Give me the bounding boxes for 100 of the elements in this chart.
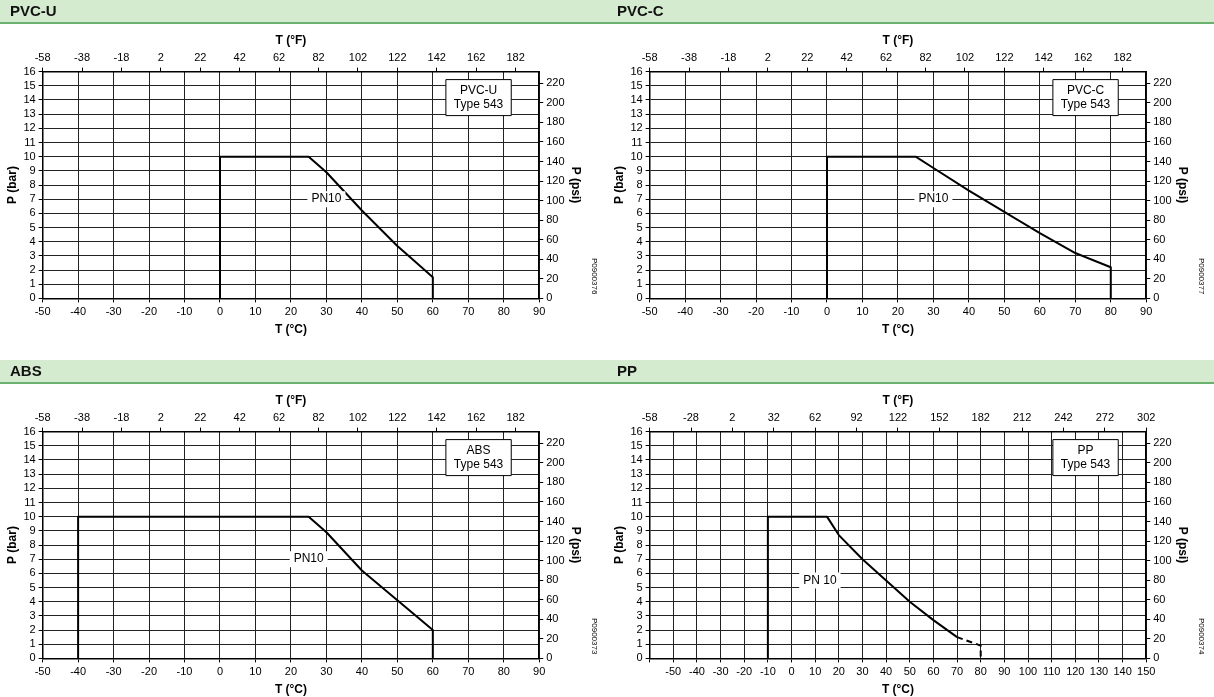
y-tick-label: 7 bbox=[29, 552, 36, 565]
x-tick-label: 20 bbox=[891, 305, 905, 318]
y2-tick-label: 220 bbox=[546, 76, 565, 89]
y-tick-label: 3 bbox=[636, 248, 643, 261]
x2-tick-label: 122 bbox=[888, 411, 908, 424]
x2-tick-label: 242 bbox=[1054, 411, 1073, 424]
x-axis-title: T (°C) bbox=[881, 322, 914, 337]
y-tick-label: 2 bbox=[29, 623, 36, 636]
y-tick-label: 14 bbox=[23, 92, 36, 105]
y2-tick-label: 100 bbox=[546, 193, 565, 206]
y2-tick-label: 220 bbox=[1153, 76, 1172, 89]
x-tick-label: -10 bbox=[783, 305, 800, 318]
y-tick-label: 15 bbox=[630, 78, 643, 91]
x-tick-label: 50 bbox=[391, 665, 404, 678]
x-tick-label: 90 bbox=[533, 305, 546, 318]
annotation: PN 10 bbox=[803, 572, 837, 587]
y2-tick-label: 60 bbox=[1153, 592, 1166, 605]
x2-tick-label: 102 bbox=[348, 411, 368, 424]
y-tick-label: 2 bbox=[29, 263, 36, 276]
y2-tick-label: 20 bbox=[546, 631, 559, 644]
x2-tick-label: 142 bbox=[1034, 51, 1053, 64]
x-tick-label: -50 bbox=[641, 305, 658, 318]
x-tick-label: -30 bbox=[105, 305, 122, 318]
y2-tick-label: 20 bbox=[1153, 271, 1166, 284]
annotation: PVC-U Type 543 bbox=[453, 82, 504, 111]
y2-tick-label: 100 bbox=[1153, 193, 1172, 206]
y-tick-label: 6 bbox=[29, 206, 36, 219]
x2-tick-label: 272 bbox=[1095, 411, 1115, 424]
y-tick-label: 3 bbox=[29, 608, 36, 621]
y-tick-label: 0 bbox=[636, 651, 643, 664]
y-tick-label: 16 bbox=[23, 64, 36, 77]
y2-tick-label: 180 bbox=[546, 475, 565, 488]
x-tick-label: 100 bbox=[1018, 665, 1038, 678]
y-tick-label: 1 bbox=[29, 277, 36, 290]
y2-tick-label: 40 bbox=[546, 252, 559, 265]
x2-tick-label: -58 bbox=[641, 51, 658, 64]
y2-tick-label: 60 bbox=[546, 592, 559, 605]
x-tick-label: 110 bbox=[1042, 665, 1061, 678]
x2-tick-label: -58 bbox=[34, 411, 51, 424]
x2-tick-label: -18 bbox=[113, 411, 130, 424]
annotation: PN10 bbox=[293, 551, 325, 566]
y2-tick-label: 40 bbox=[1153, 612, 1166, 625]
x2-tick-label: 62 bbox=[272, 411, 286, 424]
x-axis-title: T (°C) bbox=[274, 322, 307, 337]
x2-tick-label: 162 bbox=[467, 51, 486, 64]
x-tick-label: 60 bbox=[426, 305, 439, 318]
y2-tick-label: 20 bbox=[546, 271, 559, 284]
y2-tick-label: 140 bbox=[546, 154, 565, 167]
x2-tick-label: 212 bbox=[1012, 411, 1032, 424]
x2-tick-label: 142 bbox=[427, 411, 446, 424]
y2-tick-label: 80 bbox=[1153, 213, 1166, 226]
x2-tick-label: 2 bbox=[764, 51, 771, 64]
x2-tick-label: 302 bbox=[1137, 411, 1156, 424]
y-tick-label: 6 bbox=[636, 206, 643, 219]
y-tick-label: 7 bbox=[636, 192, 643, 205]
y2-axis-title: P (psi) bbox=[569, 526, 584, 564]
x2-tick-label: 122 bbox=[388, 51, 407, 64]
x2-tick-label: 102 bbox=[348, 51, 368, 64]
x2-axis-title: T (°F) bbox=[882, 32, 914, 47]
x-tick-label: 70 bbox=[950, 665, 964, 678]
x2-tick-label: 62 bbox=[272, 51, 286, 64]
x-tick-label: 20 bbox=[832, 665, 845, 678]
x-tick-label: 30 bbox=[320, 665, 333, 678]
x-tick-label: 40 bbox=[355, 665, 369, 678]
y2-tick-label: 160 bbox=[1153, 135, 1172, 148]
y-tick-label: 12 bbox=[23, 481, 36, 494]
y2-tick-label: 60 bbox=[1153, 232, 1166, 245]
y-tick-label: 5 bbox=[29, 580, 36, 593]
text: P0900377 bbox=[1196, 257, 1206, 295]
y2-tick-label: 140 bbox=[546, 514, 565, 527]
y-tick-label: 13 bbox=[630, 467, 643, 480]
y-tick-label: 16 bbox=[630, 64, 643, 77]
x2-tick-label: 32 bbox=[767, 411, 780, 424]
x-tick-label: 40 bbox=[879, 665, 893, 678]
x2-tick-label: 182 bbox=[506, 51, 525, 64]
x-tick-label: 90 bbox=[533, 665, 546, 678]
x-tick-label: 10 bbox=[809, 665, 822, 678]
x-tick-label: -40 bbox=[688, 665, 705, 678]
x2-tick-label: 102 bbox=[955, 51, 975, 64]
y2-tick-label: 80 bbox=[546, 213, 559, 226]
x-tick-label: 30 bbox=[856, 665, 869, 678]
x-tick-label: 60 bbox=[1033, 305, 1046, 318]
y-tick-label: 4 bbox=[29, 234, 36, 247]
x-tick-label: 40 bbox=[355, 305, 369, 318]
y-tick-label: 8 bbox=[29, 178, 36, 191]
y-tick-label: 15 bbox=[23, 78, 36, 91]
x2-tick-label: 42 bbox=[233, 411, 246, 424]
y-tick-label: 14 bbox=[630, 452, 643, 465]
x2-tick-label: 182 bbox=[971, 411, 990, 424]
x-tick-label: 80 bbox=[497, 305, 510, 318]
y-tick-label: 9 bbox=[636, 163, 643, 176]
x-tick-label: 80 bbox=[497, 665, 510, 678]
y-tick-label: 5 bbox=[636, 580, 643, 593]
x2-tick-label: 22 bbox=[194, 411, 207, 424]
y2-tick-label: 200 bbox=[1153, 455, 1172, 468]
y-tick-label: 7 bbox=[636, 552, 643, 565]
y-tick-label: 11 bbox=[631, 135, 643, 148]
x2-tick-label: 2 bbox=[157, 51, 164, 64]
x2-tick-label: 62 bbox=[809, 411, 822, 424]
x2-tick-label: -58 bbox=[34, 51, 51, 64]
